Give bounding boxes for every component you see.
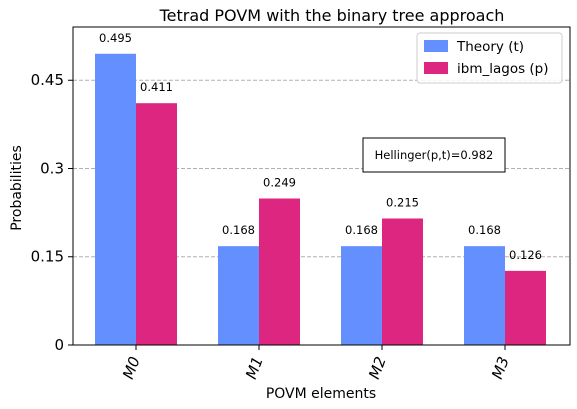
annotation-text: Hellinger(p,t)=0.982 bbox=[375, 148, 494, 162]
bar-m2-theory bbox=[341, 246, 382, 345]
legend-label-theory: Theory (t) bbox=[456, 39, 524, 55]
data-label: 0.411 bbox=[140, 80, 173, 94]
chart-title: Tetrad POVM with the binary tree approac… bbox=[159, 6, 505, 25]
x-tick-label: M2 bbox=[365, 354, 390, 381]
legend-swatch-theory bbox=[424, 40, 448, 52]
legend: Theory (t) ibm_lagos (p) bbox=[416, 32, 563, 84]
y-tick-label: 0.3 bbox=[40, 159, 64, 177]
bar-m0-ibm-lagos bbox=[136, 103, 177, 345]
bar-m1-ibm-lagos bbox=[259, 198, 300, 345]
annotation-box bbox=[362, 137, 506, 173]
x-tick-label: M1 bbox=[242, 354, 267, 381]
x-tick-label: M3 bbox=[488, 354, 513, 381]
plot-frame bbox=[72, 26, 571, 346]
x-axis-label: POVM elements bbox=[266, 386, 376, 402]
bar-m1-theory bbox=[218, 246, 259, 345]
legend-label-ibm-lagos: ibm_lagos (p) bbox=[457, 61, 549, 77]
y-axis-label: Probabilities bbox=[9, 145, 25, 231]
bar-m0-theory bbox=[95, 53, 136, 346]
data-label: 0.126 bbox=[509, 248, 542, 262]
bar-m2-ibm-lagos bbox=[382, 218, 423, 345]
y-tick-label: 0.45 bbox=[31, 71, 64, 89]
data-label: 0.215 bbox=[386, 196, 419, 210]
data-label: 0.168 bbox=[345, 223, 378, 237]
data-labels: 0.495 0.168 0.168 0.168 0.411 0.249 0.215 0.126 bbox=[99, 31, 542, 262]
y-tick-label: 0.15 bbox=[31, 248, 64, 266]
hellinger-annotation: Hellinger(p,t)=0.982 bbox=[362, 137, 506, 173]
bar-m3-ibm-lagos bbox=[505, 270, 546, 345]
y-tick-label: 0 bbox=[54, 336, 64, 354]
data-label: 0.249 bbox=[263, 176, 296, 190]
y-axis: 0 0.15 0.3 0.45 bbox=[31, 71, 73, 354]
data-label: 0.495 bbox=[99, 31, 132, 45]
bar-m3-theory bbox=[464, 246, 505, 345]
data-label: 0.168 bbox=[222, 223, 255, 237]
data-label: 0.168 bbox=[468, 223, 501, 237]
x-axis: M0 M1 M2 M3 bbox=[119, 345, 513, 382]
bars bbox=[95, 53, 546, 346]
legend-box bbox=[416, 32, 563, 84]
x-tick-label: M0 bbox=[119, 354, 144, 381]
legend-swatch-ibm-lagos bbox=[424, 62, 448, 74]
